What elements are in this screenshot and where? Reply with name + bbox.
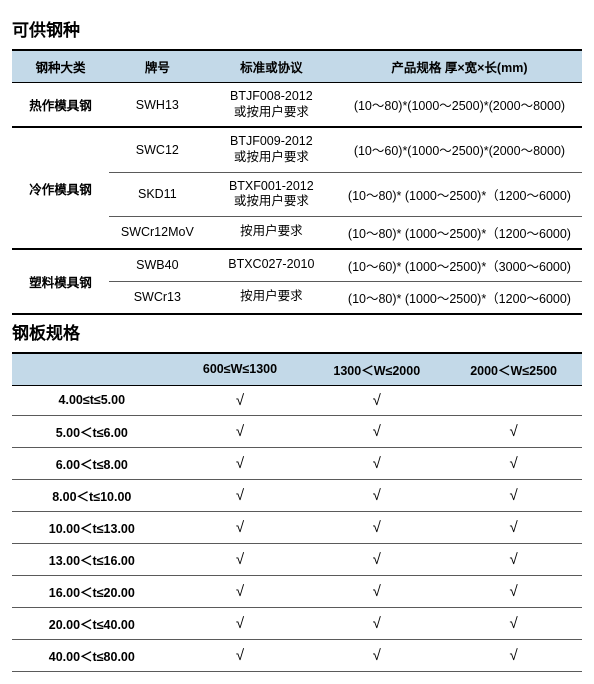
check-cell: √	[445, 639, 582, 671]
check-cell: √	[445, 447, 582, 479]
spec-cell: (10～80)*(1000～2500)*(2000～8000)	[337, 83, 582, 128]
check-cell: √	[308, 575, 445, 607]
grade-cell: SWH13	[109, 83, 206, 128]
category-cell: 热作模具钢	[12, 83, 109, 128]
section1-title: 可供钢种	[12, 16, 582, 41]
thickness-range-cell: 20.00＜t≤40.00	[12, 607, 172, 639]
thickness-range-cell: 16.00＜t≤20.00	[12, 575, 172, 607]
tbl2-h2: 1300＜W≤2000	[308, 353, 445, 386]
thickness-range-cell: 40.00＜t≤80.00	[12, 639, 172, 671]
standard-cell: 按用户要求	[206, 281, 337, 314]
standard-cell: BTJF009-2012或按用户要求	[206, 127, 337, 172]
check-cell: √	[172, 575, 309, 607]
check-cell: √	[445, 479, 582, 511]
check-cell: √	[172, 447, 309, 479]
tbl1-body: 热作模具钢SWH13BTJF008-2012或按用户要求(10～80)*(100…	[12, 83, 582, 314]
tbl1-h1: 牌号	[109, 50, 206, 83]
check-cell: √	[308, 511, 445, 543]
check-cell: √	[308, 385, 445, 415]
check-cell: √	[308, 543, 445, 575]
thickness-range-cell: 4.00≤t≤5.00	[12, 385, 172, 415]
check-cell: √	[172, 385, 309, 415]
thickness-range-cell: 6.00＜t≤8.00	[12, 447, 172, 479]
tbl2-body: 4.00≤t≤5.00√√5.00＜t≤6.00√√√6.00＜t≤8.00√√…	[12, 385, 582, 671]
grade-cell: SKD11	[109, 172, 206, 216]
check-cell: √	[445, 511, 582, 543]
tbl2-h3: 2000＜W≤2500	[445, 353, 582, 386]
check-cell: √	[445, 607, 582, 639]
plate-spec-table: 600≤W≤1300 1300＜W≤2000 2000＜W≤2500 4.00≤…	[12, 352, 582, 672]
tbl1-h3: 产品规格 厚×宽×长(mm)	[337, 50, 582, 83]
tbl2-h0	[12, 353, 172, 386]
check-cell: √	[445, 543, 582, 575]
tbl1-h0: 钢种大类	[12, 50, 109, 83]
check-cell: √	[172, 479, 309, 511]
check-cell: √	[308, 639, 445, 671]
spec-cell: (10～80)* (1000～2500)*（1200～6000)	[337, 172, 582, 216]
check-cell	[445, 385, 582, 415]
check-cell: √	[308, 415, 445, 447]
spec-cell: (10～60)* (1000～2500)*（3000～6000)	[337, 249, 582, 282]
thickness-range-cell: 8.00＜t≤10.00	[12, 479, 172, 511]
section2-title: 钢板规格	[12, 319, 582, 344]
standard-cell: BTXC027-2010	[206, 249, 337, 282]
standard-cell: BTXF001-2012或按用户要求	[206, 172, 337, 216]
check-cell: √	[172, 639, 309, 671]
grade-cell: SWC12	[109, 127, 206, 172]
spec-cell: (10～80)* (1000～2500)*（1200～6000)	[337, 216, 582, 249]
check-cell: √	[445, 575, 582, 607]
grade-cell: SWB40	[109, 249, 206, 282]
standard-cell: 按用户要求	[206, 216, 337, 249]
check-cell: √	[308, 607, 445, 639]
grade-cell: SWCr12MoV	[109, 216, 206, 249]
check-cell: √	[172, 607, 309, 639]
tbl2-h1: 600≤W≤1300	[172, 353, 309, 386]
category-cell: 冷作模具钢	[12, 127, 109, 249]
grade-cell: SWCr13	[109, 281, 206, 314]
thickness-range-cell: 5.00＜t≤6.00	[12, 415, 172, 447]
check-cell: √	[445, 415, 582, 447]
thickness-range-cell: 10.00＜t≤13.00	[12, 511, 172, 543]
check-cell: √	[172, 511, 309, 543]
check-cell: √	[172, 415, 309, 447]
thickness-range-cell: 13.00＜t≤16.00	[12, 543, 172, 575]
check-cell: √	[172, 543, 309, 575]
check-cell: √	[308, 447, 445, 479]
steel-grades-table: 钢种大类 牌号 标准或协议 产品规格 厚×宽×长(mm) 热作模具钢SWH13B…	[12, 49, 582, 315]
spec-cell: (10～60)*(1000～2500)*(2000～8000)	[337, 127, 582, 172]
spec-cell: (10～80)* (1000～2500)*（1200～6000)	[337, 281, 582, 314]
standard-cell: BTJF008-2012或按用户要求	[206, 83, 337, 128]
category-cell: 塑料模具钢	[12, 249, 109, 314]
tbl1-h2: 标准或协议	[206, 50, 337, 83]
check-cell: √	[308, 479, 445, 511]
